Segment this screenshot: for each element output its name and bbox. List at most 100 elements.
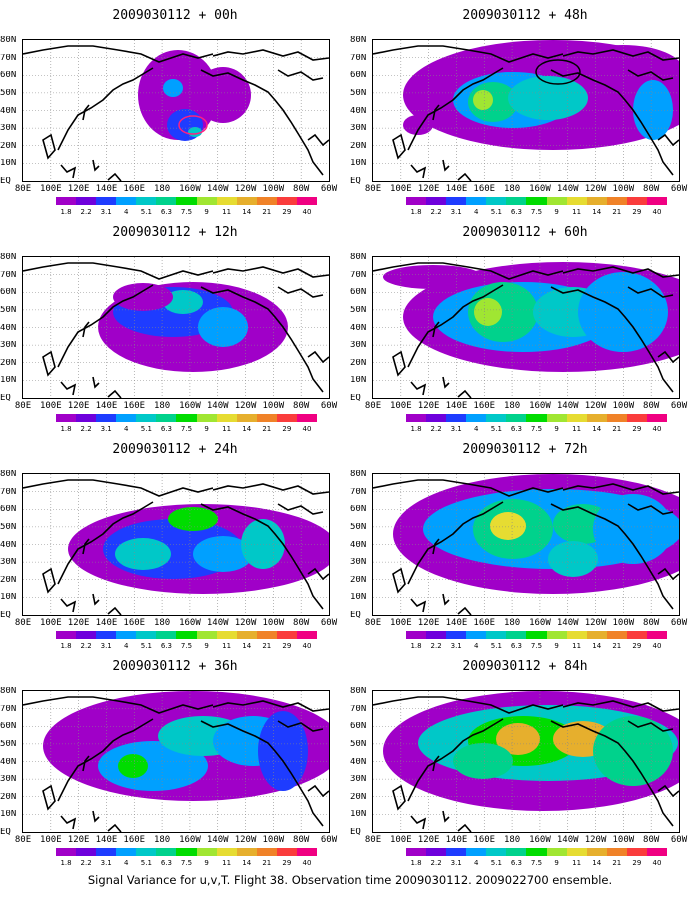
colorbar-swatch bbox=[526, 197, 547, 205]
panel-title: 2009030112 + 24h bbox=[112, 442, 238, 457]
variance-region bbox=[453, 743, 513, 779]
colorbar-label: 21 bbox=[262, 859, 272, 867]
longitude-label: 160E bbox=[123, 835, 146, 845]
coastline bbox=[42, 350, 56, 377]
coastline bbox=[407, 67, 504, 151]
colorbar-label: 4 bbox=[474, 208, 479, 216]
longitude-label: 80E bbox=[14, 618, 32, 628]
colorbar-swatch bbox=[426, 197, 447, 205]
variance-region bbox=[188, 127, 202, 137]
colorbar-label: 4 bbox=[124, 859, 129, 867]
colorbar-label: 4 bbox=[124, 425, 129, 433]
longitude-label: 140E bbox=[95, 618, 118, 628]
coastline bbox=[373, 479, 564, 497]
longitude-label: 80E bbox=[364, 835, 382, 845]
longitude-label: 180 bbox=[503, 618, 521, 628]
latitude-label: 20N bbox=[0, 792, 17, 802]
colorbar-swatch bbox=[566, 848, 587, 856]
colorbar-swatch bbox=[136, 848, 157, 856]
latitude-label: 10N bbox=[350, 593, 367, 603]
longitude-label: 160W bbox=[179, 835, 201, 845]
panel-title: 2009030112 + 72h bbox=[462, 442, 588, 457]
latitude-label: 10N bbox=[350, 159, 367, 169]
coastline bbox=[432, 321, 440, 338]
colorbar-swatch bbox=[446, 848, 467, 856]
map-panel: 2009030112 + 36h 80N 70N 60N 50N 40N 30N 20N 10N… bbox=[0, 651, 350, 867]
map-plot bbox=[372, 256, 680, 399]
colorbar-label: 3.1 bbox=[450, 425, 462, 433]
longitude-label: 120E bbox=[417, 184, 440, 194]
coastline bbox=[200, 286, 324, 393]
longitude-label: 100W bbox=[262, 618, 285, 628]
coastline bbox=[432, 755, 440, 772]
colorbar-swatch bbox=[216, 848, 237, 856]
colorbar-label: 21 bbox=[262, 425, 272, 433]
coastline bbox=[627, 503, 674, 515]
latitude-label: 60N bbox=[350, 722, 367, 732]
coastline bbox=[432, 104, 440, 121]
latitude-label: 20N bbox=[0, 358, 17, 368]
map-panel: 2009030112 + 60h 80N 70N 60N 50N 40N 30N 20N 10N… bbox=[350, 217, 700, 433]
variance-region bbox=[193, 536, 253, 572]
longitude-label: 140W bbox=[206, 618, 229, 628]
colorbar-swatch bbox=[546, 414, 567, 422]
coastline bbox=[392, 567, 406, 594]
coastline bbox=[107, 172, 122, 181]
longitude-label: 100E bbox=[39, 401, 62, 411]
colorbar-swatch bbox=[626, 197, 647, 205]
coastline bbox=[392, 133, 406, 160]
longitude-label: 100E bbox=[389, 401, 412, 411]
panel-title: 2009030112 + 12h bbox=[112, 225, 238, 240]
coastline bbox=[42, 784, 56, 811]
panel-title: 2009030112 + 48h bbox=[462, 8, 588, 23]
colorbar-swatch bbox=[586, 197, 607, 205]
longitude-label: 80E bbox=[364, 618, 382, 628]
longitude-label: 60W bbox=[670, 618, 688, 628]
colorbar-swatch bbox=[156, 848, 177, 856]
coastline bbox=[410, 815, 427, 830]
coastline bbox=[442, 376, 450, 389]
colorbar-label: 4 bbox=[474, 859, 479, 867]
longitude-label: 140W bbox=[206, 401, 229, 411]
colorbar-swatch bbox=[176, 848, 197, 856]
map-panel: 2009030112 + 12h 80N 70N 60N 50N 40N 30N 20N 10N… bbox=[0, 217, 350, 433]
coastline bbox=[92, 159, 100, 172]
longitude-label: 100W bbox=[612, 618, 635, 628]
variance-region bbox=[113, 283, 173, 311]
colorbar-swatch bbox=[296, 848, 318, 856]
latitude-label: 10N bbox=[0, 810, 17, 820]
panel-title: 2009030112 + 00h bbox=[112, 8, 238, 23]
latitude-label: EQ bbox=[0, 611, 11, 620]
colorbar-label: 5.1 bbox=[140, 859, 152, 867]
colorbar-label: 7.5 bbox=[530, 208, 543, 216]
latitude-label: 30N bbox=[350, 341, 367, 351]
longitude-label: 100W bbox=[612, 835, 635, 845]
coastline bbox=[107, 823, 122, 832]
colorbar-label: 3.1 bbox=[100, 859, 112, 867]
latitude-label: 20N bbox=[0, 141, 17, 151]
colorbar-label: 6.3 bbox=[510, 425, 522, 433]
longitude-label: 100W bbox=[262, 401, 285, 411]
coastline bbox=[457, 606, 472, 615]
longitude-label: 80W bbox=[293, 618, 310, 628]
longitude-label: 180 bbox=[153, 835, 171, 845]
coastline bbox=[562, 700, 679, 712]
colorbar-swatch bbox=[506, 414, 527, 422]
longitude-label: 100E bbox=[389, 618, 412, 628]
colorbar bbox=[56, 414, 318, 422]
colorbar-swatch bbox=[116, 197, 137, 205]
colorbar-swatch bbox=[446, 631, 467, 639]
colorbar-swatch bbox=[426, 414, 447, 422]
coastline bbox=[562, 49, 679, 61]
longitude-label: 160E bbox=[473, 184, 496, 194]
longitude-label: 140W bbox=[556, 618, 579, 628]
colorbar-swatch bbox=[446, 197, 467, 205]
longitude-label: 120W bbox=[234, 618, 257, 628]
longitude-label: 120W bbox=[584, 835, 607, 845]
latitude-label: 20N bbox=[350, 575, 367, 585]
colorbar-swatch bbox=[96, 631, 117, 639]
colorbar-label: 40 bbox=[652, 642, 662, 650]
colorbar-label: 40 bbox=[302, 859, 312, 867]
colorbar-label: 4 bbox=[124, 642, 129, 650]
coastline bbox=[550, 286, 674, 393]
